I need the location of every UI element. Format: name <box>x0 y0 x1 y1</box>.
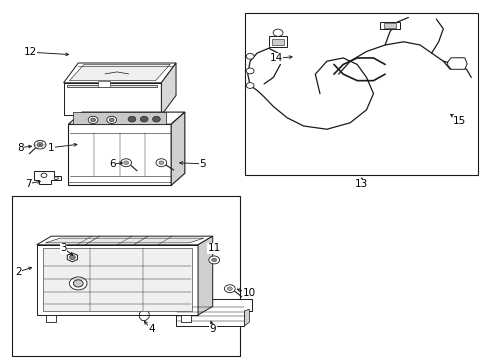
Circle shape <box>88 116 98 123</box>
Text: 11: 11 <box>207 243 221 253</box>
Circle shape <box>246 54 254 59</box>
Circle shape <box>208 256 219 264</box>
Circle shape <box>54 177 58 180</box>
Bar <box>42 248 191 311</box>
Polygon shape <box>63 83 161 115</box>
Circle shape <box>90 118 95 122</box>
Polygon shape <box>46 315 56 322</box>
Text: 8: 8 <box>17 143 24 153</box>
Polygon shape <box>63 63 176 83</box>
Text: 4: 4 <box>148 324 155 334</box>
Circle shape <box>106 116 116 123</box>
Polygon shape <box>198 236 212 315</box>
Polygon shape <box>181 315 190 322</box>
Text: 7: 7 <box>25 179 32 189</box>
Text: 15: 15 <box>452 116 466 126</box>
Bar <box>379 22 399 29</box>
Circle shape <box>152 116 160 122</box>
Text: 3: 3 <box>60 243 67 253</box>
Polygon shape <box>34 171 61 184</box>
Polygon shape <box>447 58 466 69</box>
Polygon shape <box>45 238 203 243</box>
Text: 6: 6 <box>109 159 116 169</box>
Polygon shape <box>171 112 184 185</box>
Bar <box>245 13 477 175</box>
Bar <box>12 196 239 356</box>
Text: 9: 9 <box>209 324 216 334</box>
Polygon shape <box>161 63 176 115</box>
Circle shape <box>140 116 148 122</box>
Text: 1: 1 <box>48 143 55 153</box>
Bar <box>269 36 286 47</box>
Text: 14: 14 <box>269 53 283 63</box>
Circle shape <box>37 143 43 147</box>
Text: 2: 2 <box>15 267 22 277</box>
Circle shape <box>121 159 131 167</box>
Circle shape <box>156 159 166 167</box>
Circle shape <box>227 287 232 291</box>
Circle shape <box>41 173 47 177</box>
Circle shape <box>159 161 163 165</box>
Polygon shape <box>67 85 157 87</box>
Polygon shape <box>67 253 77 262</box>
Polygon shape <box>244 309 249 326</box>
Circle shape <box>34 140 46 149</box>
Circle shape <box>69 277 87 290</box>
Circle shape <box>224 285 235 293</box>
Bar <box>98 81 110 87</box>
Circle shape <box>211 258 216 262</box>
Circle shape <box>246 83 254 88</box>
Circle shape <box>73 280 83 287</box>
Polygon shape <box>73 112 166 124</box>
Bar <box>383 23 395 28</box>
Circle shape <box>69 255 75 260</box>
Text: 5: 5 <box>199 159 206 169</box>
Circle shape <box>128 116 136 122</box>
Polygon shape <box>37 245 198 315</box>
Circle shape <box>273 29 283 36</box>
Circle shape <box>109 118 114 122</box>
Polygon shape <box>68 124 171 185</box>
Polygon shape <box>37 236 212 245</box>
Text: 12: 12 <box>23 47 37 57</box>
Text: 13: 13 <box>354 179 368 189</box>
Circle shape <box>123 161 128 165</box>
Circle shape <box>246 68 254 74</box>
Polygon shape <box>69 64 170 81</box>
Bar <box>272 39 284 45</box>
Text: 10: 10 <box>243 288 255 298</box>
Polygon shape <box>68 112 184 124</box>
Polygon shape <box>173 299 251 326</box>
